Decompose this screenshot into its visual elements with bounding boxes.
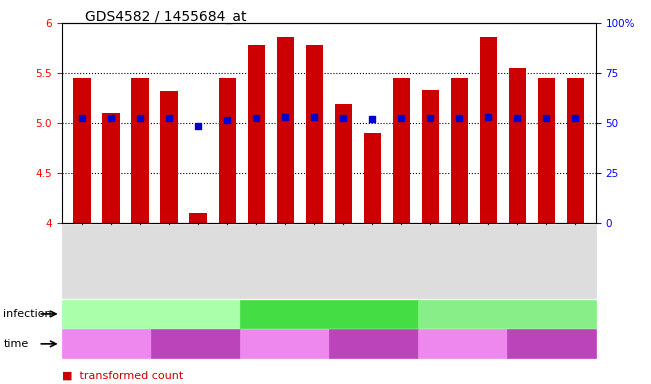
Text: S. aureus Hla mutant: S. aureus Hla mutant [96,309,206,319]
Point [251,115,262,121]
Text: hour 24: hour 24 [353,339,393,349]
Bar [363,133,381,223]
Bar [277,37,294,223]
Point [106,115,117,121]
Point [164,115,174,121]
Point [338,115,348,121]
Bar [161,91,178,223]
Text: hour 4: hour 4 [268,339,301,349]
Text: saline control: saline control [471,309,542,319]
Bar [247,45,265,223]
Text: hour 4: hour 4 [445,339,479,349]
Point [570,115,581,121]
Text: time: time [3,339,29,349]
Point [222,117,232,123]
Point [77,115,87,121]
Bar [538,78,555,223]
Text: hour 24: hour 24 [531,339,572,349]
Point [309,114,320,120]
Point [512,115,523,121]
Text: GDS4582 / 1455684_at: GDS4582 / 1455684_at [85,10,246,23]
Point [396,115,406,121]
Text: S. aureus wildtype: S. aureus wildtype [281,309,377,319]
Bar [450,78,468,223]
Point [135,115,145,121]
Bar [335,104,352,223]
Bar [189,213,207,223]
Text: hour 4: hour 4 [89,339,123,349]
Bar [102,113,120,223]
Bar [219,78,236,223]
Point [425,115,436,121]
Point [454,115,465,121]
Bar [422,90,439,223]
Point [541,115,551,121]
Point [280,114,290,120]
Bar [132,78,149,223]
Bar [393,78,410,223]
Bar [305,45,323,223]
Text: hour 24: hour 24 [175,339,215,349]
Bar [74,78,91,223]
Text: infection: infection [3,309,52,319]
Bar [566,78,584,223]
Point [193,123,203,129]
Point [367,116,378,122]
Text: ■  transformed count: ■ transformed count [62,371,183,381]
Bar [508,68,526,223]
Point [483,114,493,120]
Bar [480,37,497,223]
